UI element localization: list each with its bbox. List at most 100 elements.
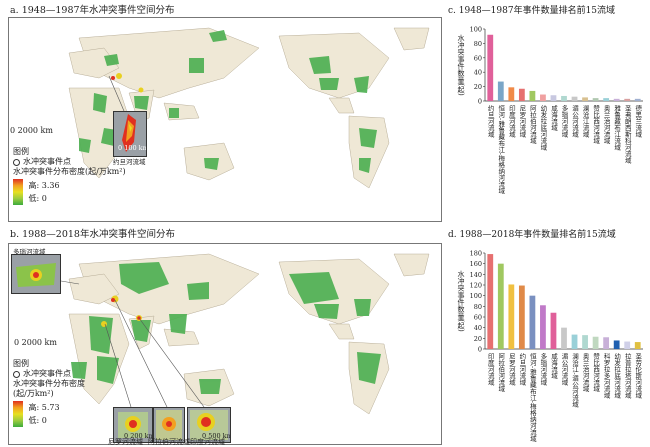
legend-b-points: 水冲突事件点 [23, 369, 71, 378]
bar [613, 340, 620, 349]
world-map-a: 0 100 km 约旦河流域 [8, 17, 442, 222]
legend-b-density-unit: (起/万km²) [13, 389, 54, 398]
y-tick-label: 140 [470, 271, 482, 279]
x-tick-label: 雅鲁藏布江流域 [613, 105, 621, 151]
bar [571, 334, 578, 349]
bar [529, 90, 536, 101]
x-tick-label: 澜沧江流域 [581, 104, 589, 138]
x-tick-label: 澜沧江-湄公河流域 [571, 352, 579, 408]
legend-b-gradient-row: 高: 5.73 低: 0 [13, 401, 85, 427]
inset-jordan: 0 100 km [113, 111, 147, 157]
x-tick-label: 幼发拉底河流域 [539, 104, 547, 151]
x-tick-label: 阿拉伯河流域 [497, 352, 505, 393]
x-tick-label: 多瑙河流域 [539, 352, 547, 386]
inset-danube [11, 254, 61, 294]
x-tick-label: 德黑兰流域 [634, 104, 642, 138]
y-tick-label: 180 [470, 250, 482, 258]
legend-a-gradient-row: 高: 3.36 低: 0 [13, 179, 126, 205]
x-tick-label: 咸海流域 [549, 352, 557, 380]
y-tick-label: 80 [474, 303, 482, 311]
bar [624, 98, 631, 101]
x-tick-label: 奥兰治河流域 [581, 352, 589, 393]
inset-connector-a [108, 75, 125, 112]
bar [497, 81, 504, 101]
inset-jordan-svg [122, 114, 136, 152]
y-tick-label: 60 [474, 54, 482, 62]
bar [582, 335, 588, 349]
bar [487, 254, 494, 349]
y-tick-label: 40 [474, 324, 482, 332]
legend-a-heading: 图例 [13, 147, 29, 156]
bar [518, 285, 525, 349]
legend-b-density: 水冲突事件分布密度 [13, 379, 85, 388]
bar [561, 95, 567, 101]
y-axis-label: 水冲突事件数量(起) [457, 269, 465, 332]
bar [634, 342, 641, 349]
inset-nile-label: 尼罗河流域 [108, 438, 143, 446]
inset-nile-svg [118, 412, 148, 438]
bar [487, 34, 494, 101]
x-tick-label: 赞比西河流域 [592, 104, 600, 145]
bar [497, 263, 504, 349]
bar [571, 96, 578, 101]
chart-c-panel: c. 1948—1987年事件数量排名前15流域 0 20 40 60 80 100 水冲突… [445, 0, 650, 222]
legend-b-low: 低: 0 [28, 416, 47, 425]
y-axis-label: 水冲突事件数量(起) [457, 33, 465, 96]
bar [624, 341, 631, 349]
x-tick-label: 尼罗河流域 [507, 353, 515, 386]
panel-a: a. 1948—1987年水冲突事件空间分布 [0, 0, 445, 222]
legend-a-high: 高: 3.36 [28, 181, 60, 190]
x-tick-label: 印度河流域 [507, 105, 515, 138]
bar [540, 305, 546, 349]
legend-a-points-row: 水冲突事件点 [13, 157, 126, 167]
bar [540, 94, 546, 101]
chart-d-title: d. 1988—2018年事件数量排名前15流域 [448, 230, 616, 240]
inset-jordan-scale: 0 100 km [118, 144, 147, 152]
x-tick-label: 赞比西河流域 [592, 352, 600, 393]
y-tick-label: 100 [470, 26, 482, 34]
bar [550, 312, 557, 349]
inset-shatt-svg [156, 410, 182, 440]
legend-b-points-row: 水冲突事件点 [13, 369, 85, 379]
event-point-icon [13, 158, 20, 166]
bar [550, 95, 557, 101]
legend-a: 图例 水冲突事件点 水冲突事件分布密度(起/万km²) 高: 3.36 低: 0 [13, 147, 126, 205]
bar [603, 337, 610, 349]
world-map-b: 多瑙河流域 0 200 km 0 500 km [8, 243, 442, 445]
x-tick-label: 咸海流域 [549, 104, 557, 132]
bar [592, 98, 599, 101]
y-tick-label: 20 [474, 335, 482, 343]
bar [582, 97, 588, 101]
legend-a-points: 水冲突事件点 [23, 157, 71, 166]
x-tick-label: 圣弗朗西斯科河流域 [623, 105, 631, 164]
inset-danube-label: 多瑙河流域 [13, 248, 46, 256]
inset-ganges-scale: 0 500 km [202, 432, 231, 440]
x-tick-label: 圣劳伦斯河流域 [634, 353, 642, 399]
bar [561, 327, 567, 349]
chart-d-panel: d. 1988—2018年事件数量排名前15流域 0 20 40 60 80 100 120… [445, 223, 650, 446]
x-tick-label: 奥兰治河流域 [602, 104, 610, 145]
y-tick-label: 40 [474, 69, 482, 77]
density-gradient-a [13, 179, 23, 205]
bar [592, 336, 599, 349]
y-tick-label: 120 [470, 282, 482, 290]
x-tick-label: 约旦河流域 [518, 352, 526, 386]
inset-indus: 0 500 km [187, 407, 231, 443]
x-tick-label: 恒河-雅鲁藏布江-梅格纳河流域 [528, 352, 536, 442]
chart-c-svg: 0 20 40 60 80 100 水冲突事件数量(起) 约旦河流域 恒河-雅鲁藏布江-梅格纳河… [457, 26, 643, 194]
y-tick-label: 60 [474, 314, 482, 322]
bar [603, 98, 610, 101]
legend-b: 图例 水冲突事件点 水冲突事件分布密度 (起/万km²) 高: 5.73 低: … [13, 359, 85, 427]
bar [613, 98, 620, 101]
panel-a-title: a. 1948—1987年水冲突事件空间分布 [10, 5, 175, 16]
y-tick-label: 80 [474, 40, 482, 48]
legend-b-high: 高: 5.73 [28, 403, 60, 412]
inset-ganges-label: 印度河流域 [190, 438, 225, 446]
bar [508, 284, 515, 349]
panel-b-title: b. 1988—2018年水冲突事件空间分布 [10, 229, 175, 240]
x-tick-label: 多瑙河流域 [560, 104, 568, 138]
inset-nile: 0 200 km [113, 407, 153, 443]
x-tick-label: 阿拉伯河流域 [528, 104, 536, 145]
world-map-b-svg [48, 253, 430, 415]
y-tick-label: 20 [474, 83, 482, 91]
